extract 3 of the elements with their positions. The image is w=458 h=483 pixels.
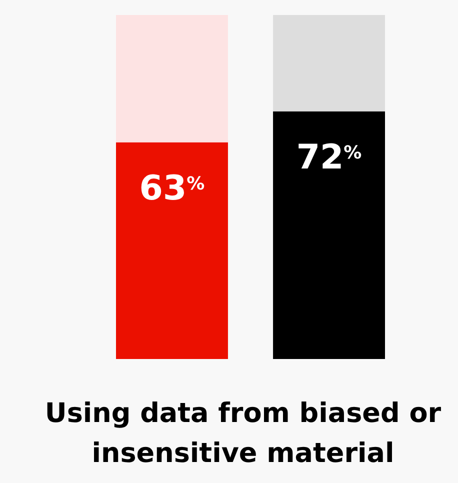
data-label: 63$^{%}$ <box>139 168 205 208</box>
text: Using data from biased or insensitive material <box>44 398 442 469</box>
data-label: 72$^{%}$ <box>296 137 362 178</box>
